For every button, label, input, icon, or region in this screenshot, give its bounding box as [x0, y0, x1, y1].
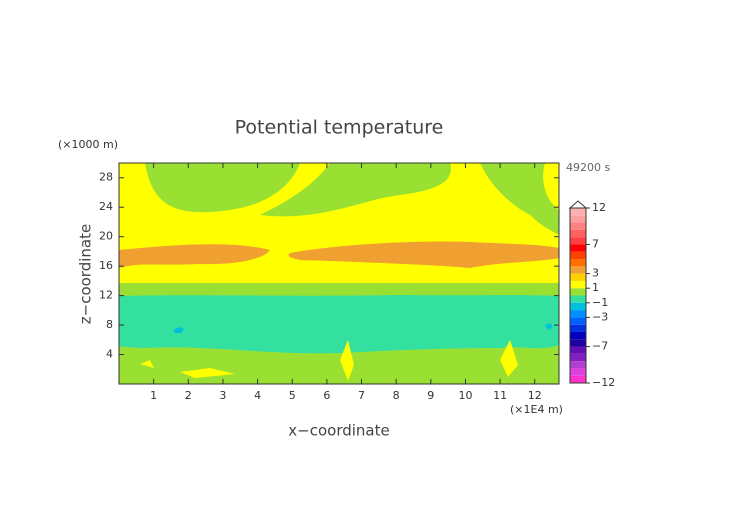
colorbar-segment: [570, 259, 586, 267]
contour-region: [340, 340, 354, 381]
y-unit: (×1000 m): [58, 138, 118, 151]
contour-region: [119, 295, 559, 354]
colorbar-segment: [570, 237, 586, 245]
colorbar-segment: [570, 280, 586, 289]
colorbar-segment: [570, 288, 586, 296]
x-tick-label: 5: [289, 389, 296, 402]
colorbar-label: 12: [592, 201, 606, 214]
x-tick-label: 8: [393, 389, 400, 402]
colorbar-segment: [570, 208, 586, 216]
colorbar-segment: [570, 273, 586, 281]
x-tick-label: 12: [528, 389, 542, 402]
x-axis-label: x−coordinate: [288, 422, 389, 440]
x-tick-label: 3: [219, 389, 226, 402]
colorbar-label: 3: [592, 267, 599, 280]
colorbar-segment: [570, 317, 586, 325]
colorbar-label: −1: [592, 296, 608, 309]
colorbar-label: 7: [592, 237, 599, 250]
colorbar-segment: [570, 244, 586, 252]
colorbar-segment: [570, 353, 586, 362]
chart-title: Potential temperature: [235, 117, 444, 139]
x-tick-label: 2: [185, 389, 192, 402]
x-tick-label: 4: [254, 389, 261, 402]
time-label: 49200 s: [566, 161, 610, 174]
x-unit: (×1E4 m): [510, 403, 563, 416]
y-tick-label: 20: [99, 230, 113, 243]
colorbar-label: −3: [592, 310, 608, 323]
contour-region: [545, 323, 553, 330]
contour-region: [500, 340, 518, 377]
colorbar-segment: [570, 222, 586, 230]
x-tick-label: 10: [458, 389, 472, 402]
colorbar-segment: [570, 302, 586, 311]
colorbar-segment: [570, 339, 586, 347]
y-tick-label: 12: [99, 289, 113, 302]
colorbar-segment: [570, 324, 586, 332]
contour-region: [288, 241, 559, 268]
colorbar-frame: [569, 207, 587, 384]
x-tick-label: 9: [427, 389, 434, 402]
x-tick-label: 11: [493, 389, 507, 402]
y-tick-label: 16: [99, 259, 113, 272]
x-tick-label: 1: [150, 389, 157, 402]
y-tick-label: 8: [106, 318, 113, 331]
plot-frame: [118, 162, 560, 385]
colorbar-segment: [570, 229, 586, 238]
y-tick-label: 4: [106, 348, 113, 361]
colorbar-segment: [570, 361, 586, 369]
colorbar-segment: [570, 368, 586, 376]
contour-region: [180, 368, 235, 378]
y-tick-label: 24: [99, 200, 113, 213]
y-tick-label: 28: [99, 171, 113, 184]
colorbar-segment: [570, 331, 586, 340]
colorbar-label: 1: [592, 281, 599, 294]
colorbar-segment: [570, 346, 586, 354]
colorbar-label: −12: [592, 376, 615, 389]
y-axis-label: z−coordinate: [77, 224, 95, 324]
contour-region: [173, 327, 184, 333]
contour-region: [119, 244, 270, 268]
colorbar-segment: [570, 295, 586, 303]
colorbar-segment: [570, 215, 586, 223]
colorbar-segment: [570, 251, 586, 260]
colorbar-label: −7: [592, 340, 608, 353]
colorbar-segment: [570, 375, 586, 383]
colorbar-segment: [570, 310, 586, 318]
x-tick-label: 7: [358, 389, 365, 402]
colorbar-arrow: [568, 200, 588, 209]
contour-region: [140, 360, 154, 368]
x-tick-label: 6: [323, 389, 330, 402]
colorbar-segment: [570, 266, 586, 274]
